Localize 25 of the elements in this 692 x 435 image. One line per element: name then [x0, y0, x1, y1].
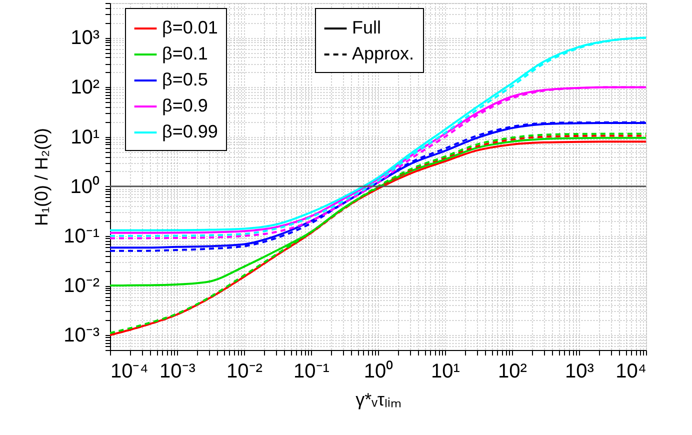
- x-tick-label: 10²: [498, 360, 528, 382]
- y-tick-label: 10⁻¹: [64, 225, 100, 248]
- y-tick-label: 10⁻²: [64, 275, 100, 298]
- legend-label: β=0.1: [162, 44, 208, 64]
- y-tick-label: 10⁰: [70, 174, 100, 198]
- x-tick-label: 10¹: [431, 360, 460, 382]
- legend-label: β=0.99: [162, 122, 218, 142]
- y-tick-label: 10²: [70, 76, 100, 99]
- x-axis-title: γ*ᵥτₗᵢₘ: [356, 390, 402, 410]
- x-tick-label: 10⁰: [364, 360, 394, 382]
- y-tick-label: 10³: [70, 27, 100, 50]
- x-tick-label: 10⁴: [616, 360, 646, 382]
- annotation: Full: [352, 18, 382, 38]
- x-tick-label: 10⁻⁴: [110, 360, 148, 382]
- y-tick-label: 10⁻³: [64, 324, 100, 347]
- y-axis-title: H₁(0) / H₂(0): [32, 128, 52, 226]
- y-tick-label: 10¹: [70, 126, 100, 148]
- x-tick-label: 10⁻¹: [294, 360, 330, 382]
- x-tick-label: 10⁻³: [160, 360, 196, 382]
- x-tick-label: 10³: [565, 360, 594, 382]
- x-tick-label: 10⁻²: [226, 360, 263, 382]
- legend-label: β=0.9: [162, 96, 208, 116]
- legend-label: β=0.01: [162, 18, 218, 38]
- annotation: Approx.: [352, 44, 414, 64]
- legend-label: β=0.5: [162, 70, 208, 90]
